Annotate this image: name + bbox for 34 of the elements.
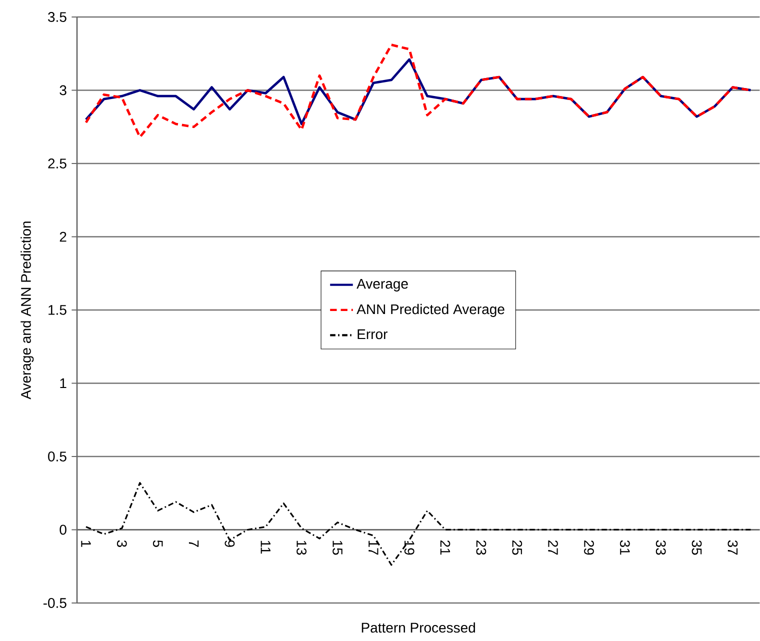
y-tick-label: 3 — [60, 85, 66, 96]
x-tick-label: 7 — [188, 540, 199, 547]
x-tick-label: 31 — [620, 540, 630, 555]
y-tick-label: 2.5 — [48, 158, 66, 168]
x-tick-label: 17 — [368, 540, 378, 555]
y-tick-label: -0.5 — [43, 598, 66, 608]
y-tick-label: 1 — [60, 378, 66, 388]
x-tick-label: 37 — [728, 540, 738, 555]
x-tick-label: 19 — [404, 540, 414, 555]
x-axis-title: Pattern Processed — [362, 622, 475, 633]
x-tick-label: 21 — [440, 540, 450, 555]
x-tick-label: 13 — [296, 540, 307, 555]
x-tick-label: 3 — [116, 540, 127, 547]
x-tick-label: 15 — [332, 540, 342, 555]
y-tick-label: 0.5 — [48, 452, 66, 462]
x-tick-label: 25 — [512, 540, 522, 555]
x-tick-label: 5 — [152, 540, 163, 547]
x-tick-label: 1 — [81, 540, 91, 547]
line-series — [84, 58, 752, 126]
y-tick-label: 1.5 — [48, 305, 66, 315]
y-tick-label: 2 — [60, 232, 66, 242]
x-tick-label: 11 — [260, 540, 270, 554]
x-tick-label: 27 — [548, 540, 558, 555]
x-tick-label: 33 — [656, 540, 666, 555]
y-tick-label: 0 — [60, 524, 66, 535]
legend-label: Average — [356, 278, 408, 292]
x-tick-label: 35 — [692, 540, 702, 555]
x-tick-label: 29 — [584, 540, 594, 555]
y-axis-title: Average and ANN Prediction — [20, 222, 34, 400]
x-tick-label: 9 — [224, 540, 235, 547]
x-tick-label: 23 — [476, 540, 486, 555]
legend-label: ANN Predicted Average — [356, 304, 504, 317]
y-tick-label: 3.5 — [48, 12, 66, 22]
legend-label: Error — [358, 329, 388, 340]
